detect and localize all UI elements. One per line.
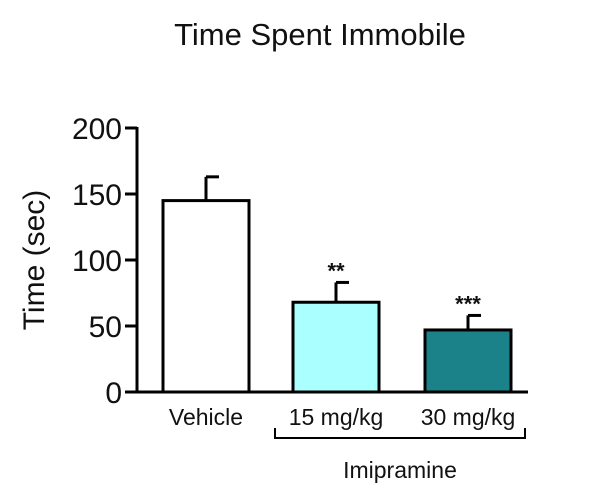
y-tick-label: 0 bbox=[105, 377, 122, 410]
bar bbox=[291, 300, 381, 394]
bars: ***** bbox=[161, 175, 513, 394]
y-axis-label: Time (sec) bbox=[18, 190, 51, 331]
group-label: Imipramine bbox=[343, 457, 457, 483]
category-labels: Vehicle 15 mg/kg 30 mg/kg bbox=[169, 404, 515, 430]
category-label: 15 mg/kg bbox=[289, 404, 384, 430]
category-label: Vehicle bbox=[169, 404, 243, 430]
chart-title: Time Spent Immobile bbox=[174, 17, 466, 52]
significance-label: *** bbox=[455, 291, 481, 316]
bar bbox=[161, 199, 251, 394]
y-tick-label: 200 bbox=[72, 113, 122, 146]
y-tick-label: 150 bbox=[72, 179, 122, 212]
y-tick-label: 100 bbox=[72, 245, 122, 278]
group-bracket: Imipramine bbox=[274, 428, 526, 483]
group-bracket-line bbox=[274, 428, 526, 439]
bar bbox=[423, 328, 513, 394]
significance-label: ** bbox=[327, 258, 345, 283]
y-tick-label: 50 bbox=[89, 311, 122, 344]
category-label: 30 mg/kg bbox=[421, 404, 516, 430]
